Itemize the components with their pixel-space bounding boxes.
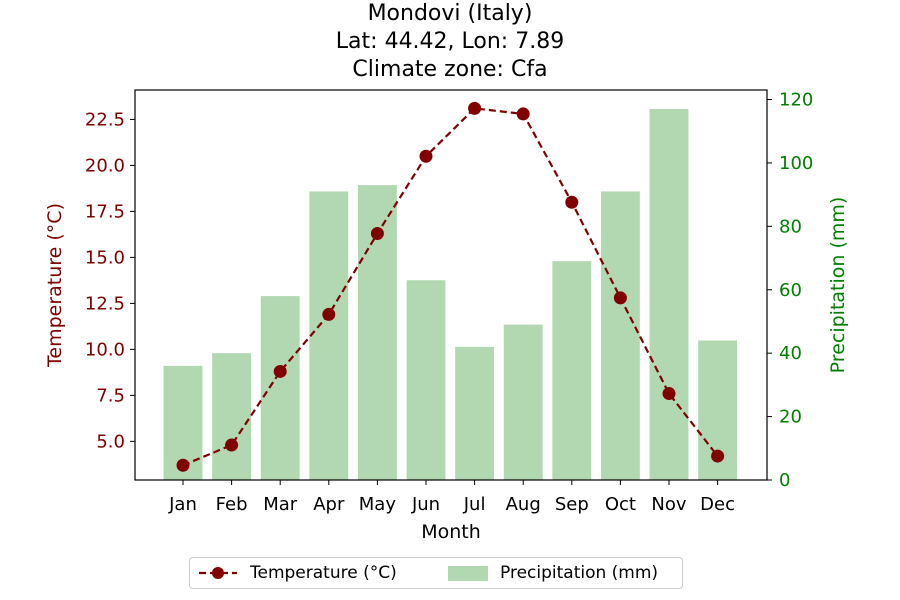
precip-bar-nov: [649, 109, 689, 481]
temperature-line: [182, 107, 719, 467]
title-line-3: Climate zone: Cfa: [352, 57, 548, 82]
plot-frame: [134, 89, 768, 481]
x-tick-label-oct: Oct: [605, 494, 636, 515]
temperature-point-jul: [468, 101, 482, 115]
y-right-tick-label: 120: [779, 90, 813, 111]
x-tick-label-may: May: [359, 494, 397, 515]
y-left-tick-label: 12.5: [85, 293, 125, 314]
precip-bar-apr: [309, 191, 349, 480]
y-left-tick-label: 7.5: [96, 385, 125, 406]
title-line-2: Lat: 44.42, Lon: 7.89: [335, 29, 565, 54]
x-tick-label-feb: Feb: [216, 494, 248, 515]
precip-bar-jul: [455, 346, 495, 480]
y-right-tick-label: 80: [779, 216, 802, 237]
temperature-point-dec: [711, 449, 725, 463]
temperature-point-sep: [565, 195, 579, 209]
legend-precipitation-label: Precipitation (mm): [500, 563, 659, 583]
y-axis-right-label: Precipitation (mm): [827, 197, 849, 374]
legend-item-temperature: Temperature (°C): [198, 558, 397, 588]
chart-title: Mondovi (Italy) Lat: 44.42, Lon: 7.89 Cl…: [0, 0, 900, 84]
precip-bar-mar: [260, 296, 300, 480]
x-tick-label-jan: Jan: [168, 494, 197, 515]
x-axis-label: Month: [421, 521, 481, 543]
x-tick-label-sep: Sep: [555, 494, 589, 515]
y-right-tick-label: 20: [779, 407, 802, 428]
temperature-point-apr: [322, 307, 336, 321]
y-axis-left-label: Temperature (°C): [44, 203, 66, 368]
y-right-tick-label: 0: [779, 470, 790, 491]
precip-bar-oct: [600, 191, 640, 480]
temperature-series: [176, 101, 725, 472]
temperature-point-oct: [613, 291, 627, 305]
x-tick-label-nov: Nov: [651, 494, 686, 515]
x-tick-label-jun: Jun: [411, 494, 440, 515]
legend-item-precipitation: Precipitation (mm): [448, 558, 658, 588]
precip-bar-jun: [406, 280, 446, 480]
temperature-point-aug: [516, 107, 530, 121]
legend-precipitation-swatch: [448, 565, 488, 581]
precip-bar-sep: [552, 261, 592, 480]
temperature-point-mar: [273, 364, 287, 378]
y-right-tick-label: 60: [779, 280, 802, 301]
y-left-tick-label: 17.5: [85, 201, 125, 222]
temperature-point-nov: [662, 387, 676, 401]
y-axis-left: 5.0 7.5 10.0 12.5 15.0 17.5 20.0 22.5: [85, 109, 135, 452]
y-left-tick-label: 22.5: [85, 109, 125, 130]
y-right-tick-label: 100: [779, 153, 813, 174]
x-tick-label-dec: Dec: [700, 494, 735, 515]
x-tick-label-mar: Mar: [263, 494, 298, 515]
y-right-tick-label: 40: [779, 343, 802, 364]
x-tick-label-aug: Aug: [506, 494, 541, 515]
x-tick-label-jul: Jul: [463, 494, 486, 515]
y-left-tick-label: 5.0: [96, 431, 125, 452]
y-axis-right: 0 20 40 60 80 100 120: [767, 90, 813, 491]
temperature-point-may: [370, 226, 384, 240]
precip-bar-feb: [212, 353, 252, 480]
y-left-tick-label: 15.0: [85, 247, 125, 268]
y-left-tick-label: 10.0: [85, 339, 125, 360]
x-axis: Jan Feb Mar Apr May Jun Jul Aug Sep Oct Nov Dec: [168, 480, 735, 515]
legend-temperature-swatch: [199, 567, 237, 579]
precipitation-bars: [163, 109, 738, 481]
title-line-1: Mondovi (Italy): [367, 1, 533, 26]
precip-bar-aug: [503, 324, 543, 480]
temperature-point-feb: [225, 438, 239, 452]
y-left-tick-label: 20.0: [85, 155, 125, 176]
temperature-point-jan: [176, 458, 190, 472]
chart-legend: Temperature (°C) Precipitation (mm): [189, 557, 683, 589]
legend-temperature-label: Temperature (°C): [250, 563, 397, 583]
x-tick-label-apr: Apr: [313, 494, 345, 515]
temperature-point-jun: [419, 149, 433, 163]
